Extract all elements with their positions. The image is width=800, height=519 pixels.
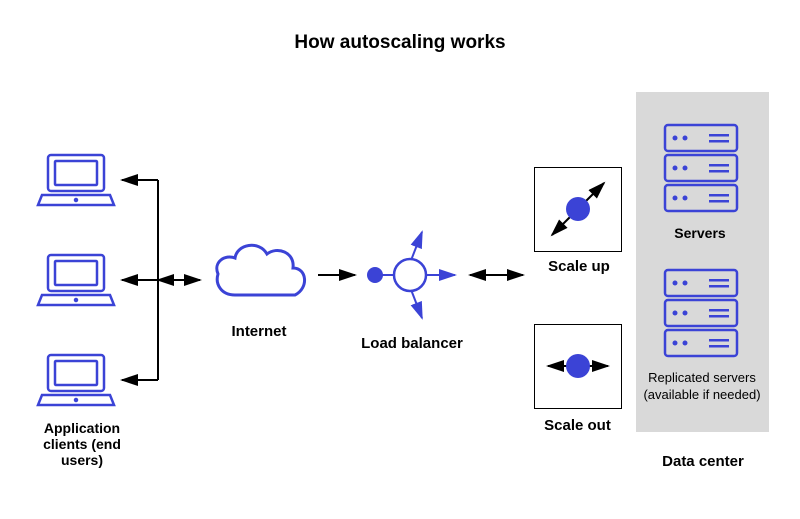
loadbalancer-icon — [367, 232, 455, 318]
diagram-svg — [0, 0, 800, 519]
client-bracket — [122, 180, 200, 380]
servers-icon — [665, 125, 737, 211]
scaleout-icon — [548, 354, 608, 378]
replicated-servers-icon — [665, 270, 737, 356]
laptop-icon — [38, 155, 114, 405]
cloud-icon — [217, 245, 305, 295]
scaleup-icon — [552, 183, 604, 235]
